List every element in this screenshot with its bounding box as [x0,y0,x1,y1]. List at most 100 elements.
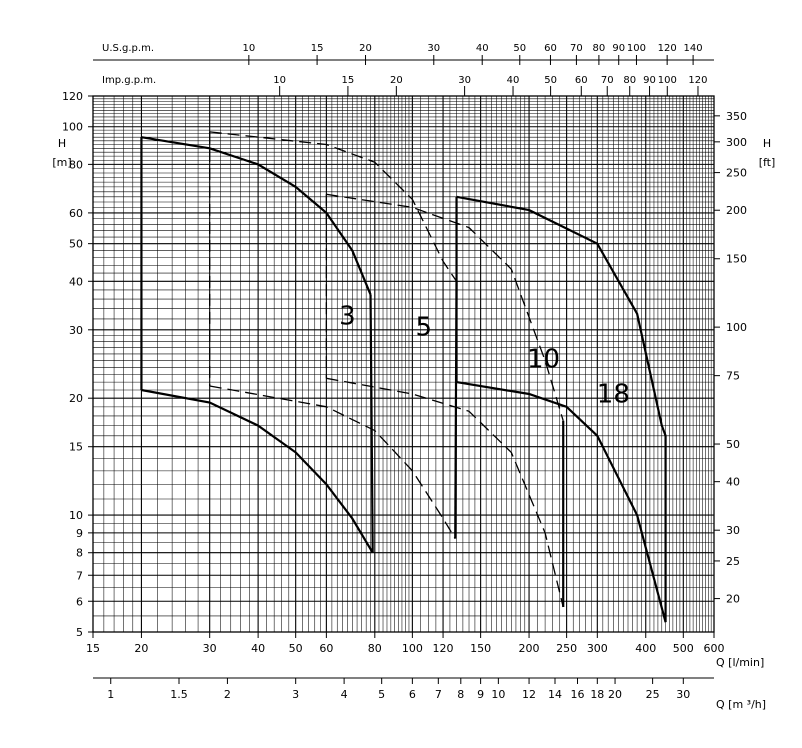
y-tick-label: 5 [76,626,83,639]
m3h-tick-label: 5 [378,688,385,701]
x-tick-label: 500 [673,642,694,655]
ft-tick-label: 40 [726,476,740,489]
us-gpm-tick-label: 30 [427,43,440,54]
x-axis-m3h-label: Q [m ³/h] [716,698,766,711]
us-gpm-tick-label: 70 [570,43,583,54]
y-tick-label: 8 [76,547,83,560]
x-tick-label: 250 [556,642,577,655]
us-gpm-tick-label: 20 [359,43,372,54]
y-axis-ft-label: H [763,137,771,150]
ft-tick-label: 75 [726,370,740,383]
curve-label: 3 [339,301,356,331]
x-tick-label: 300 [587,642,608,655]
y-tick-label: 30 [69,324,83,337]
us-gpm-tick-label: 90 [612,43,625,54]
curve-lower-line [326,377,564,608]
m3h-tick-label: 7 [435,688,442,701]
m3h-tick-label: 1.5 [170,688,188,701]
curve-upper-line [141,136,372,295]
imp-gpm-tick-label: 90 [643,75,656,86]
us-gpm-tick-label: 120 [658,43,677,54]
us-gpm-tick-label: 15 [311,43,324,54]
pump-curve-10: 10 [325,193,565,608]
imp-gpm-axis-label: Imp.g.p.m. [102,75,156,86]
pump-curves: 3 5 10 18 [140,131,667,623]
imp-gpm-tick-label: 20 [390,75,403,86]
ft-tick-label: 25 [726,555,740,568]
y-tick-label: 120 [62,90,83,103]
curve-lower-line [456,381,667,623]
imp-gpm-tick-label: 50 [544,75,557,86]
x-tick-label: 30 [203,642,217,655]
m3h-tick-label: 25 [646,688,660,701]
ft-tick-label: 350 [726,110,747,123]
m3h-tick-label: 4 [341,688,348,701]
pump-curve-18: 18 [455,195,667,623]
y-axis-ft-unit: [ft] [759,156,776,169]
us-gpm-tick-label: 50 [513,43,526,54]
curve-upper-line [209,131,458,282]
plot-frame [92,95,715,633]
curve-label: 10 [527,344,560,374]
y-tick-label: 15 [69,441,83,454]
m3h-tick-label: 16 [570,688,584,701]
curve-lower-line [209,385,456,539]
ft-tick-label: 30 [726,524,740,537]
x-tick-label: 40 [251,642,265,655]
m3h-tick-label: 2 [224,688,231,701]
m3h-tick-label: 30 [676,688,690,701]
y-tick-label: 10 [69,509,83,522]
chart-grid [93,96,714,632]
curve-label: 18 [597,379,630,409]
x-tick-label: 80 [368,642,382,655]
imp-gpm-tick-label: 60 [575,75,588,86]
x-tick-label: 50 [289,642,303,655]
us-gpm-tick-label: 40 [476,43,489,54]
y-tick-label: 20 [69,392,83,405]
ft-tick-label: 20 [726,593,740,606]
imp-gpm-tick-label: 40 [507,75,520,86]
us-gpm-axis-label: U.S.g.p.m. [102,43,154,54]
x-tick-label: 60 [319,642,333,655]
m3h-tick-label: 20 [608,688,622,701]
imp-gpm-tick-label: 100 [658,75,677,86]
imp-gpm-tick-label: 10 [273,75,286,86]
curve-lower-line [141,388,374,554]
imp-gpm-tick-label: 120 [688,75,707,86]
y-axis-m-label: H [58,137,66,150]
us-gpm-tick-label: 60 [544,43,557,54]
x-tick-label: 150 [470,642,491,655]
imp-gpm-tick-label: 80 [623,75,636,86]
pump-curve-5: 5 [209,131,458,539]
m3h-tick-label: 9 [477,688,484,701]
m3h-tick-label: 8 [457,688,464,701]
m3h-tick-label: 1 [107,688,114,701]
y-tick-label: 80 [69,158,83,171]
ft-tick-label: 300 [726,136,747,149]
us-gpm-tick-label: 140 [684,43,703,54]
imp-gpm-tick-label: 70 [601,75,614,86]
y-tick-label: 7 [76,569,83,582]
x-tick-label: 15 [86,642,100,655]
ft-tick-label: 250 [726,167,747,180]
m3h-tick-label: 3 [292,688,299,701]
us-gpm-tick-label: 100 [627,43,646,54]
x-axis-lmin-label: Q [l/min] [716,656,764,669]
x-tick-label: 600 [704,642,725,655]
ft-tick-label: 200 [726,204,747,217]
y-tick-label: 6 [76,595,83,608]
pump-curve-3: 3 [140,136,374,554]
y-tick-label: 50 [69,238,83,251]
curve-upper-line [326,193,564,421]
us-gpm-tick-label: 10 [242,43,255,54]
m3h-tick-label: 14 [548,688,562,701]
x-tick-label: 20 [134,642,148,655]
max-flow-line [369,294,374,553]
y-axis-m-unit: [m] [52,156,71,169]
ft-tick-label: 150 [726,253,747,266]
m3h-tick-label: 6 [409,688,416,701]
imp-gpm-tick-label: 15 [342,75,355,86]
x-tick-label: 200 [519,642,540,655]
y-tick-label: 60 [69,207,83,220]
x-tick-label: 100 [402,642,423,655]
